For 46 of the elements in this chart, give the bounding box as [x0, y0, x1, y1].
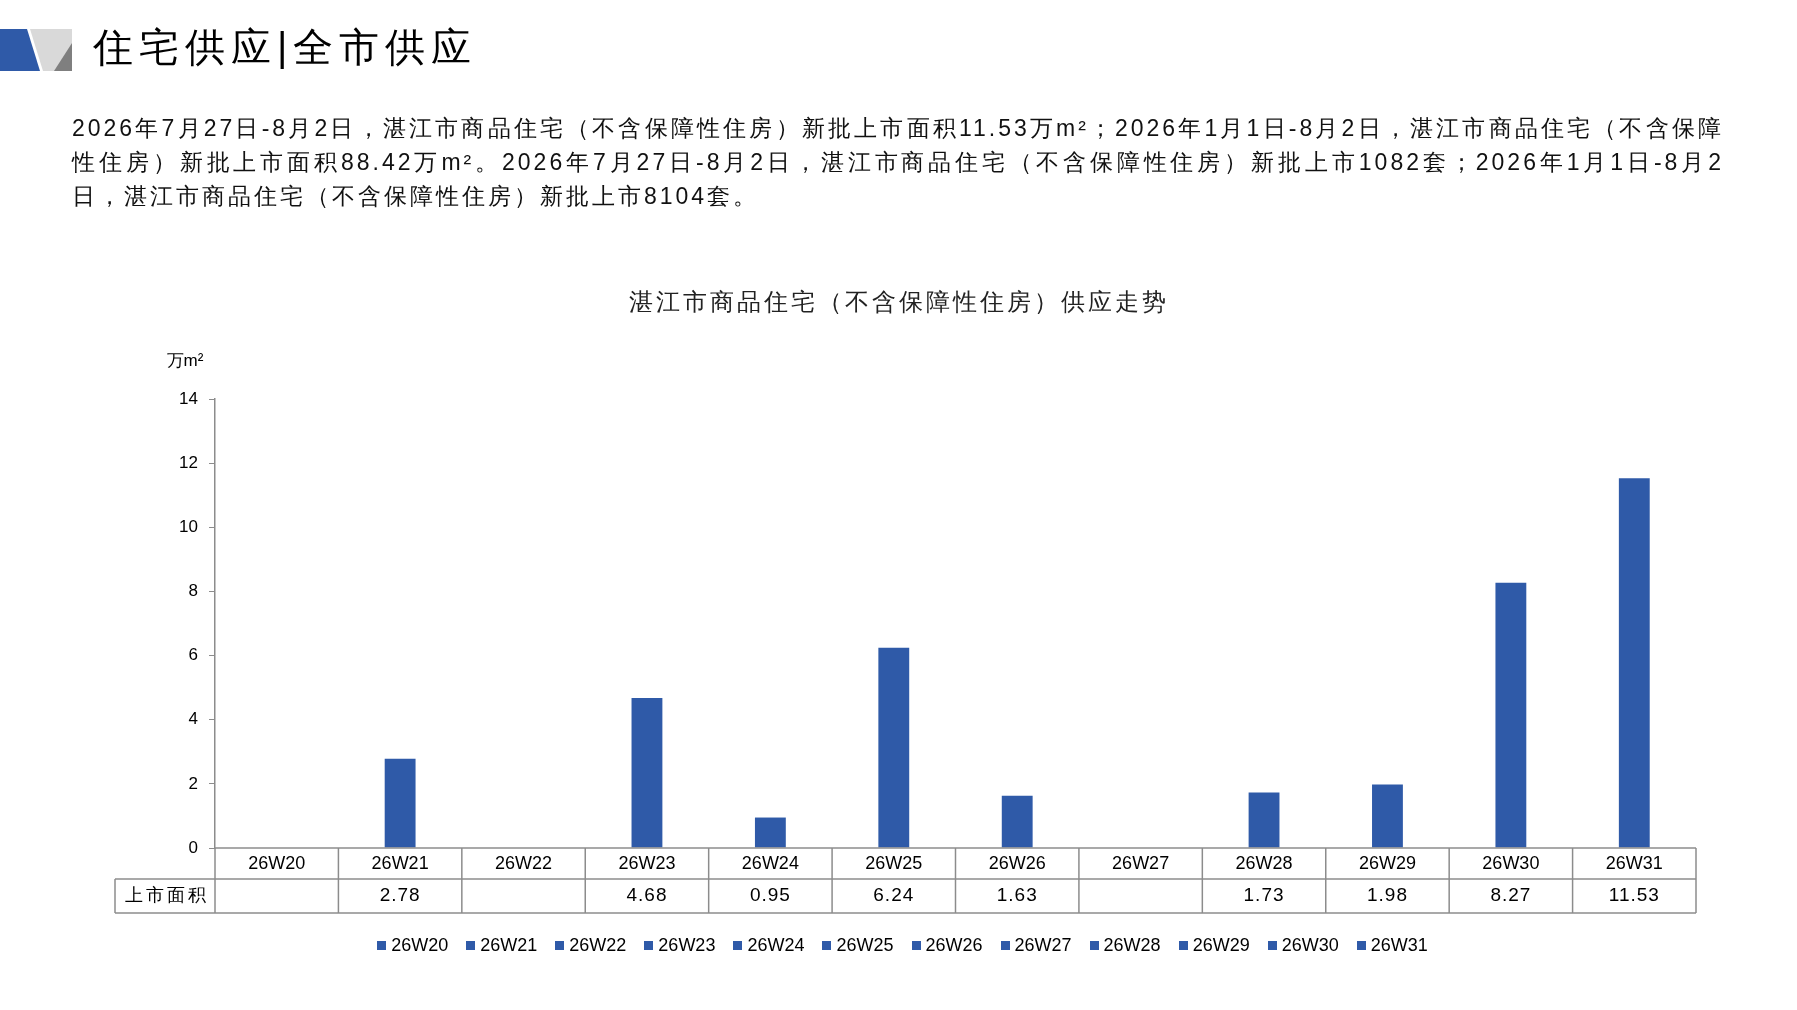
x-tick-label: 26W28 — [1235, 852, 1293, 873]
data-label: 2.78 — [379, 884, 421, 906]
x-tick-label: 26W20 — [248, 852, 306, 873]
y-tick-label: 6 — [188, 645, 198, 665]
data-label: 0.95 — [749, 884, 791, 906]
category-label: 26W21 — [480, 935, 538, 955]
data-label: 6.24 — [873, 884, 915, 906]
y-tick-label: 0 — [188, 837, 198, 857]
y-axis-title: 万m² — [166, 350, 204, 370]
data-label: 1.98 — [1366, 884, 1408, 906]
data-label: 8.27 — [1490, 884, 1532, 906]
y-tick-label: 14 — [179, 388, 198, 408]
category-label: 26W31 — [1370, 935, 1428, 955]
category-label: 26W22 — [569, 935, 627, 955]
data-label: 4.68 — [626, 884, 668, 906]
category-label: 26W29 — [1192, 935, 1250, 955]
data-label: 11.53 — [1608, 884, 1660, 906]
category-label: 26W30 — [1281, 935, 1339, 955]
y-tick-label: 12 — [179, 452, 198, 472]
text: 住宅供应|全市供应 — [93, 24, 478, 71]
y-tick-label: 4 — [188, 709, 198, 729]
x-tick-label: 26W26 — [988, 852, 1046, 873]
data-label: 1.63 — [996, 884, 1038, 906]
category-label: 26W20 — [391, 935, 449, 955]
category-label: 26W24 — [747, 935, 805, 955]
chart-title: 湛江市商品住宅（不含保障性住房）供应走势 — [628, 287, 1169, 315]
data-label: 1.73 — [1243, 884, 1285, 906]
text: 上市面积 — [124, 884, 209, 905]
x-tick-label: 26W27 — [1112, 852, 1170, 873]
x-tick-label: 26W29 — [1358, 852, 1416, 873]
category-label: 26W26 — [925, 935, 983, 955]
category-label: 26W23 — [658, 935, 716, 955]
x-tick-label: 26W22 — [495, 852, 553, 873]
y-tick-label: 2 — [188, 773, 198, 793]
x-tick-label: 26W31 — [1605, 852, 1663, 873]
x-tick-label: 26W23 — [618, 852, 676, 873]
category-label: 26W27 — [1014, 935, 1072, 955]
category-label: 26W25 — [836, 935, 894, 955]
y-tick-label: 10 — [179, 516, 198, 536]
x-tick-label: 26W24 — [741, 852, 799, 873]
x-tick-label: 26W30 — [1482, 852, 1540, 873]
category-label: 26W28 — [1103, 935, 1161, 955]
x-tick-label: 26W21 — [371, 852, 429, 873]
text: 2026年7月27日-8月2日，湛江市商品住宅（不含保障性住房）新批上市面积11.53万m²；2026年1月1日-8月2日，湛江市商品住宅（不含保障性住房）新批上市面积88.42万m²。2026年7月27日-8月2日，湛江市商品住宅（不含保障性住房）新批上市1082套；2026年1月1日-8月2日，湛江市商品住宅（不含保障性住房）新批上市8104套。 — [72, 114, 1724, 211]
x-tick-label: 26W25 — [865, 852, 923, 873]
y-tick-label: 8 — [188, 581, 198, 601]
